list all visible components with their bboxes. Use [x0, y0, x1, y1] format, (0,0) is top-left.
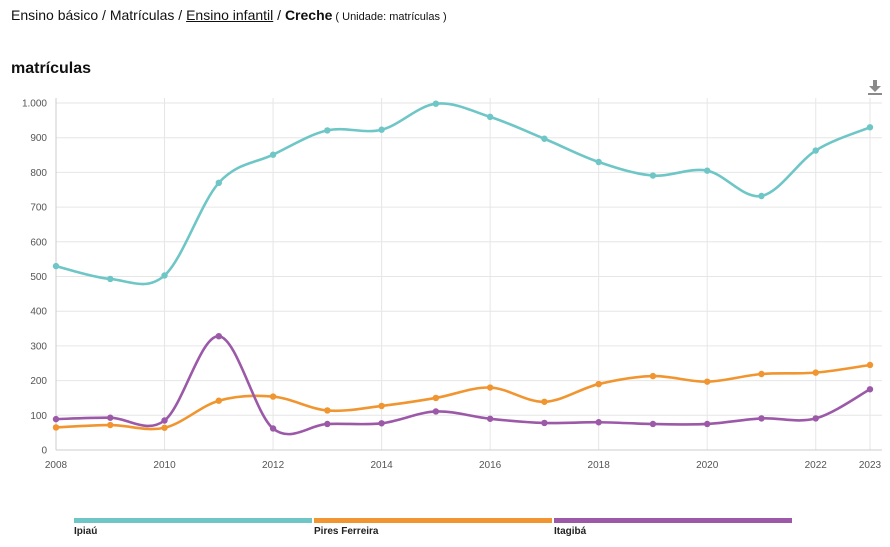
- data-point-itagiba: Itagibá 2017: 78: [541, 419, 548, 427]
- unit-note: ( Unidade: matrículas ): [335, 11, 447, 23]
- legend-item-ipiau[interactable]: Ipiaú: [74, 518, 312, 537]
- data-point-itagiba: Itagibá 2010: 85: [161, 417, 168, 424]
- data-point-itagiba: Itagibá 2018: 80: [595, 419, 602, 426]
- data-point-itagiba: Itagibá 2012: 62: [269, 425, 277, 432]
- data-point-ipiau: Ipiaú 2008: 530: [52, 262, 60, 270]
- data-point-pires-ferreira: Pires Ferreira 2009: 72: [107, 421, 114, 429]
- data-point-ipiau: Ipiaú 2009: 493: [107, 275, 114, 283]
- y-tick-label: 1.000: [22, 99, 47, 110]
- breadcrumb: Ensino básico / Matrículas / Ensino infa…: [11, 7, 447, 23]
- data-point-ipiau: Ipiaú 2014: 923: [378, 126, 385, 133]
- data-point-ipiau: Ipiaú 2012: 851: [269, 151, 277, 158]
- legend: Ipiaú Pires Ferreira Itagibá: [74, 518, 792, 537]
- data-point-ipiau: Ipiaú 2023: 930: [866, 124, 874, 131]
- legend-swatch: [554, 518, 792, 523]
- legend-label: Pires Ferreira: [314, 526, 379, 537]
- data-point-itagiba: Itagibá 2023: 175: [866, 386, 874, 393]
- data-point-ipiau: Ipiaú 2018: 830: [595, 158, 602, 166]
- data-point-pires-ferreira: Pires Ferreira 2018: 190: [595, 380, 602, 388]
- data-point-itagiba: Itagibá 2022: 91: [812, 415, 819, 422]
- data-point-ipiau: Ipiaú 2010: 503: [161, 272, 168, 279]
- download-icon: [868, 80, 882, 95]
- download-button[interactable]: [866, 78, 884, 96]
- legend-label: Ipiaú: [74, 526, 97, 537]
- data-point-itagiba: Itagibá 2013: 75: [324, 420, 331, 428]
- y-tick-label: 600: [30, 237, 47, 248]
- data-point-pires-ferreira: Pires Ferreira 2020: 197: [704, 378, 711, 385]
- series-layer: Ipiaú 2008: 530 Ipiaú 2009: 493 Ipiaú 2010…: [52, 100, 874, 436]
- data-point-itagiba: Itagibá 2015: 111: [432, 408, 440, 415]
- legend-label: Itagibá: [554, 526, 587, 537]
- x-tick-label: 2023: [859, 460, 882, 471]
- series-line-ipiau: [55, 102, 871, 286]
- data-point-ipiau: Ipiaú 2016: 960: [486, 113, 494, 121]
- x-tick-label: 2014: [370, 460, 393, 471]
- data-point-pires-ferreira: Pires Ferreira 2019: 213: [649, 372, 657, 380]
- data-point-itagiba: Itagibá 2014: 77: [378, 420, 385, 427]
- data-point-pires-ferreira: Pires Ferreira 2008: 65: [52, 424, 60, 431]
- y-tick-label: 800: [30, 168, 47, 179]
- series-line-itagiba: [55, 334, 871, 436]
- data-point-ipiau: Ipiaú 2015: 998: [432, 100, 440, 107]
- y-tick-label: 300: [30, 341, 47, 352]
- data-point-itagiba: Itagibá 2008: 89: [52, 415, 60, 423]
- legend-swatch: [314, 518, 552, 523]
- breadcrumb-item-matriculas: Matrículas: [109, 7, 175, 23]
- series-line-pires-ferreira: [55, 363, 871, 431]
- data-point-pires-ferreira: Pires Ferreira 2012: 154: [269, 393, 277, 400]
- y-tick-label: 500: [30, 272, 47, 283]
- data-point-pires-ferreira: Pires Ferreira 2011: 142: [215, 397, 222, 404]
- data-point-pires-ferreira: Pires Ferreira 2023: 245: [866, 361, 874, 369]
- data-point-pires-ferreira: Pires Ferreira 2021: 219: [758, 370, 765, 378]
- breadcrumb-current-creche: Creche: [284, 7, 333, 23]
- data-point-pires-ferreira: Pires Ferreira 2015: 150: [432, 394, 440, 402]
- data-point-pires-ferreira: Pires Ferreira 2022: 223: [812, 369, 819, 376]
- data-point-pires-ferreira: Pires Ferreira 2010: 64: [161, 424, 168, 431]
- x-tick-label: 2008: [45, 460, 68, 471]
- data-point-itagiba: Itagibá 2011: 328: [215, 332, 222, 340]
- data-point-itagiba: Itagibá 2016: 90: [486, 415, 494, 422]
- chart-title: matrículas: [11, 60, 92, 77]
- x-tick-label: 2020: [696, 460, 719, 471]
- breadcrumb-item-ensino-basico: Ensino básico: [11, 7, 99, 23]
- breadcrumb-separator: /: [273, 7, 285, 23]
- x-tick-label: 2010: [153, 460, 176, 471]
- legend-item-itagiba[interactable]: Itagibá: [554, 518, 792, 537]
- data-point-ipiau: Ipiaú 2011: 770: [215, 179, 222, 187]
- data-point-pires-ferreira: Pires Ferreira 2017: 139: [541, 398, 548, 405]
- data-point-itagiba: Itagibá 2009: 93: [107, 414, 114, 421]
- y-tick-label: 200: [30, 376, 47, 387]
- y-tick-label: 900: [30, 133, 47, 144]
- x-tick-label: 2016: [479, 460, 502, 471]
- x-tick-label: 2018: [588, 460, 611, 471]
- data-point-ipiau: Ipiaú 2019: 791: [649, 172, 657, 179]
- breadcrumb-separator: /: [174, 7, 187, 23]
- y-tick-label: 100: [30, 411, 47, 422]
- legend-item-pires-ferreira[interactable]: Pires Ferreira: [314, 518, 552, 537]
- data-point-pires-ferreira: Pires Ferreira 2014: 127: [378, 402, 385, 410]
- x-tick-label: 2022: [805, 460, 828, 471]
- y-tick-label: 0: [41, 446, 47, 457]
- x-tick-label: 2012: [262, 460, 285, 471]
- y-tick-label: 700: [30, 203, 47, 214]
- data-point-ipiau: Ipiaú 2021: 732: [758, 192, 765, 200]
- data-point-itagiba: Itagibá 2020: 75: [704, 420, 711, 428]
- data-point-ipiau: Ipiaú 2022: 863: [812, 147, 819, 154]
- data-point-itagiba: Itagibá 2019: 75: [649, 420, 657, 428]
- data-point-ipiau: Ipiaú 2017: 897: [541, 135, 548, 142]
- data-point-pires-ferreira: Pires Ferreira 2016: 180: [486, 384, 494, 391]
- legend-swatch: [74, 518, 312, 523]
- axes: 0 100 200 300 400 500 600 700 800 900 1.000 2008 201…: [22, 98, 882, 471]
- breadcrumb-separator: /: [98, 7, 110, 23]
- breadcrumb-link-ensino-infantil[interactable]: Ensino infantil: [186, 7, 274, 23]
- data-point-ipiau: Ipiaú 2013: 921: [324, 127, 331, 134]
- data-point-itagiba: Itagibá 2021: 91: [758, 415, 765, 422]
- data-point-pires-ferreira: Pires Ferreira 2013: 114: [324, 407, 331, 414]
- data-point-ipiau: Ipiaú 2020: 805: [704, 167, 711, 174]
- y-tick-label: 400: [30, 307, 47, 318]
